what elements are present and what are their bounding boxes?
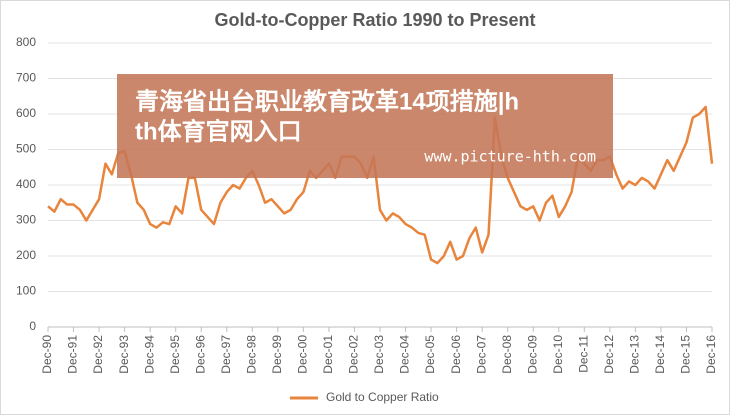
x-tick-label: Dec-96 <box>193 335 207 374</box>
y-tick-label: 400 <box>16 177 36 191</box>
x-tick-label: Dec-90 <box>40 335 54 374</box>
x-tick-label: Dec-92 <box>91 335 105 374</box>
x-tick-label: Dec-06 <box>449 335 463 374</box>
x-tick-label: Dec-95 <box>168 335 182 374</box>
x-tick-label: Dec-98 <box>244 335 258 374</box>
x-tick-label: Dec-13 <box>628 335 642 374</box>
x-tick-label: Dec-01 <box>321 335 335 374</box>
y-tick-label: 200 <box>16 248 36 262</box>
x-tick-label: Dec-94 <box>142 335 156 374</box>
x-tick-label: Dec-91 <box>66 335 80 374</box>
x-tick-label: Dec-99 <box>270 335 284 374</box>
x-tick-label: Dec-97 <box>219 335 233 374</box>
x-tick-label: Dec-08 <box>500 335 514 374</box>
legend-label: Gold to Copper Ratio <box>326 390 439 404</box>
x-tick-label: Dec-93 <box>117 335 131 374</box>
x-tick-label: Dec-11 <box>576 335 590 373</box>
overlay-banner <box>117 74 613 178</box>
x-tick-label: Dec-03 <box>372 335 386 374</box>
chart-title: Gold-to-Copper Ratio 1990 to Present <box>214 10 535 30</box>
x-tick-label: Dec-10 <box>551 335 565 374</box>
y-tick-label: 700 <box>16 71 36 85</box>
y-tick-label: 300 <box>16 213 36 227</box>
y-tick-label: 100 <box>16 284 36 298</box>
x-tick-label: Dec-00 <box>296 335 310 374</box>
x-tick-label: Dec-14 <box>653 335 667 374</box>
overlay-headline: 青海省出台职业教育改革14项措施|h <box>135 87 519 115</box>
x-tick-label: Dec-05 <box>423 335 437 374</box>
overlay-url: www.picture-hth.com <box>424 148 596 166</box>
x-tick-label: Dec-07 <box>474 335 488 374</box>
x-tick-label: Dec-12 <box>602 335 616 374</box>
x-tick-label: Dec-16 <box>704 335 718 374</box>
y-tick-label: 500 <box>16 142 36 156</box>
y-tick-label: 0 <box>29 319 36 333</box>
y-tick-label: 800 <box>16 35 36 49</box>
x-tick-label: Dec-15 <box>679 335 693 374</box>
overlay-headline: th体育官网入口 <box>135 117 302 145</box>
x-tick-label: Dec-02 <box>347 335 361 374</box>
y-tick-label: 600 <box>16 106 36 120</box>
x-tick-label: Dec-09 <box>525 335 539 374</box>
x-tick-label: Dec-04 <box>398 335 412 374</box>
